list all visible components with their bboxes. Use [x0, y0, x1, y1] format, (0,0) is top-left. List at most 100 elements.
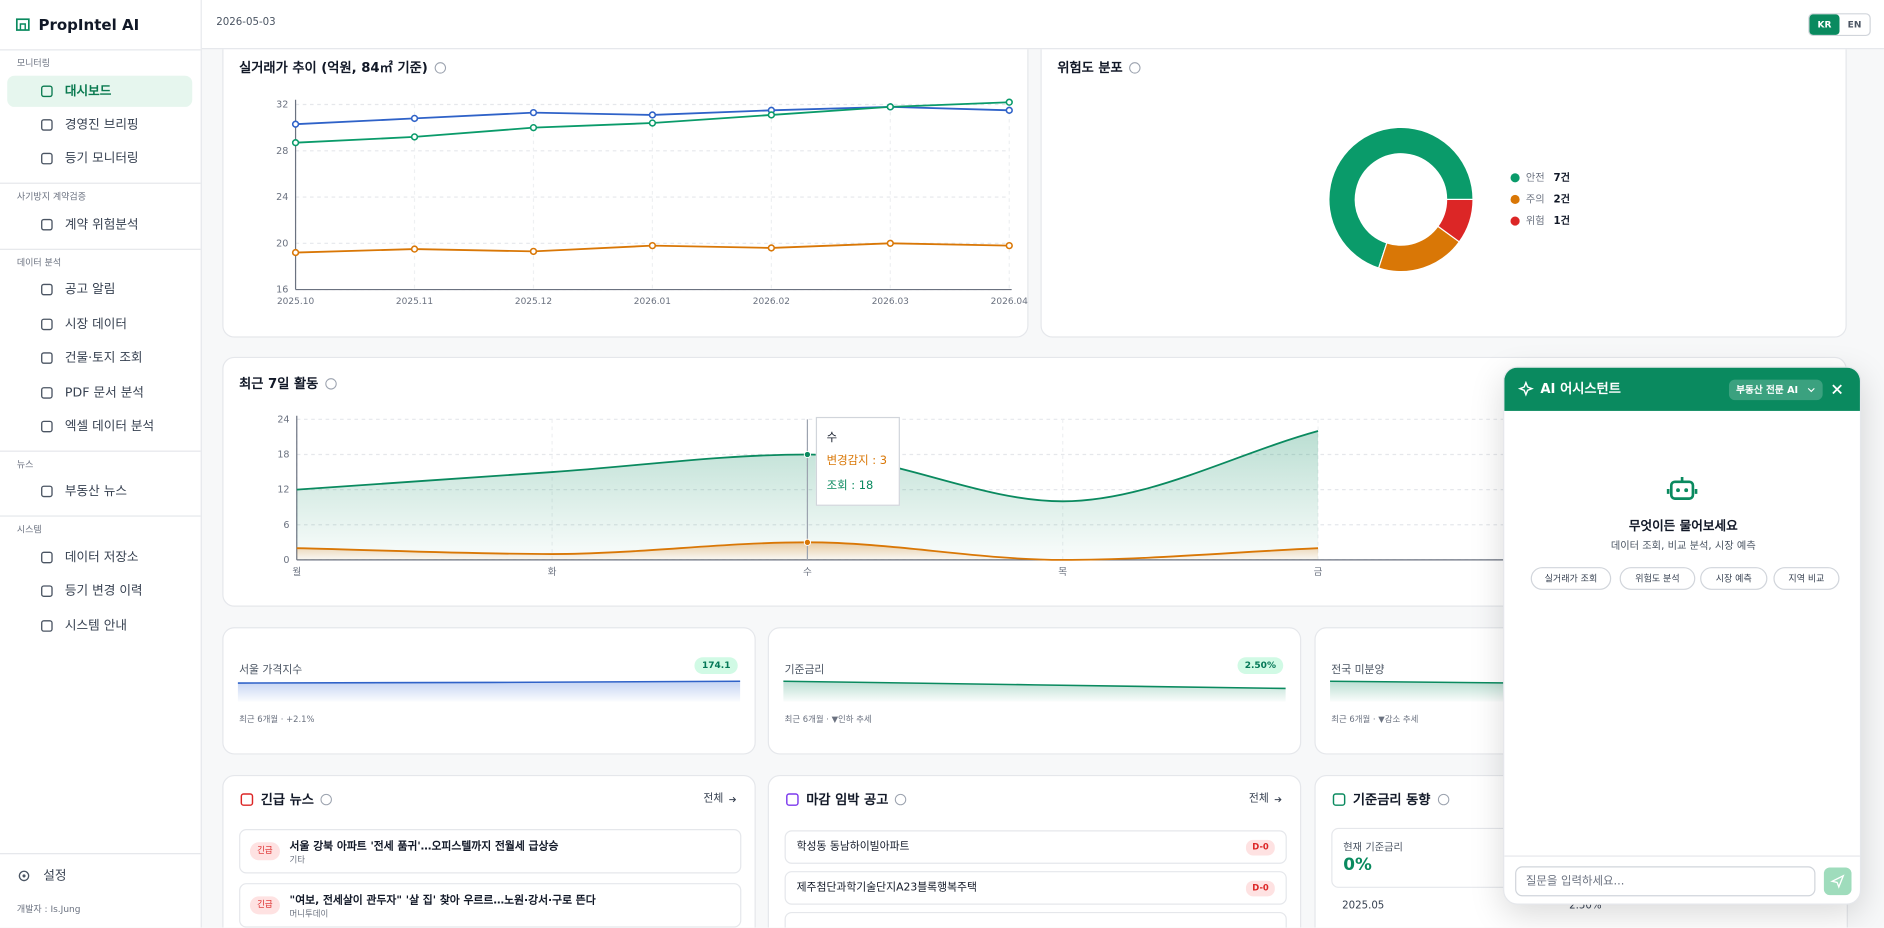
assistant-header: AI 어시스턴트 부동산 전문 AI — [1504, 367, 1860, 411]
mode-selector[interactable]: 부동산 전문 AI — [1728, 379, 1823, 401]
nav-item[interactable]: 공고 알림 — [7, 274, 192, 305]
notice-item — [784, 911, 1287, 928]
card-title: 위험도 분포 — [1057, 60, 1123, 76]
kpi-badge: 2.50% — [1237, 657, 1284, 675]
settings[interactable]: 설정 — [7, 861, 192, 890]
send-button[interactable] — [1823, 867, 1852, 896]
suggestion-chip[interactable]: 시장 예측 — [1700, 567, 1768, 590]
nav-label: 공고 알림 — [64, 282, 116, 298]
news-title: 서울 강북 아파트 '전세 품귀'…오피스텔까지 전월세 급상승 — [289, 841, 559, 854]
kpi-card: 기준금리 2.50% 최근 6개월 · ▼인하 추세 — [767, 627, 1302, 755]
help-icon — [1129, 62, 1141, 74]
card-title: 실거래가 추이 (억원, 84㎡ 기준) — [239, 60, 428, 76]
nav-label: 부동산 뉴스 — [64, 484, 127, 500]
tooltip: 수 변경감지 : 3 조회 : 18 — [815, 416, 900, 506]
close-button[interactable] — [1829, 381, 1846, 398]
group-label: 사기방지 계약검증 — [16, 191, 87, 203]
deadline-badge: D-0 — [1246, 880, 1275, 897]
nav-item[interactable]: 대시보드 — [7, 75, 193, 107]
nav-label: 데이터 저장소 — [64, 550, 139, 565]
help-icon — [1437, 793, 1450, 806]
nav-label: 계약 위험분석 — [64, 217, 139, 232]
view-all-label: 전체 — [1248, 792, 1269, 806]
nav-item[interactable]: 등기 변경 이력 — [7, 576, 192, 607]
robot-icon — [1666, 476, 1698, 500]
icon-part — [240, 793, 254, 806]
card-icon — [786, 793, 799, 806]
nav-icon — [41, 420, 53, 433]
nav-item[interactable]: 부동산 뉴스 — [7, 476, 192, 507]
news-title: "여보, 전세살이 관두자" '살 집' 찾아 우르르…노원·강서·구로 뜬다 — [289, 895, 596, 908]
current-rate-value: 0% — [1343, 855, 1372, 875]
kpi-badge: 174.1 — [694, 657, 738, 675]
news-source: 기타 — [289, 855, 306, 866]
divider — [0, 515, 201, 518]
nav-label: 등기 모니터링 — [64, 151, 139, 167]
suggestion-chip[interactable]: 위험도 분석 — [1619, 567, 1696, 590]
kpi-card: 서울 가격지수 174.1 최근 6개월 · +2.1% — [222, 627, 756, 755]
news-item[interactable]: 긴급 서울 강북 아파트 '전세 품귀'…오피스텔까지 전월세 급상승 기타 — [239, 829, 742, 874]
icon-part — [41, 218, 53, 231]
icon-part — [894, 793, 907, 806]
notice-item[interactable]: 제주첨단과학기술단지A23블록행복주택 D-0 — [784, 871, 1287, 905]
icon-part — [41, 352, 53, 364]
nav-item[interactable]: 경영진 브리핑 — [7, 109, 192, 140]
nav-icon — [41, 619, 53, 632]
input-placeholder: 질문을 입력하세요... — [1525, 874, 1625, 888]
icon-part — [41, 386, 53, 399]
card-icon — [1332, 793, 1346, 806]
assistant-heading: 무엇이든 물어보세요 — [1628, 519, 1738, 534]
suggestion-chip[interactable]: 실거래가 조회 — [1530, 567, 1612, 590]
news-item[interactable]: 긴급 "여보, 전세살이 관두자" '살 집' 찾아 우르르…노원·강서·구로 뜬… — [239, 883, 742, 928]
nav-item[interactable]: 등기 모니터링 — [7, 143, 192, 174]
nav-label: 등기 변경 이력 — [64, 584, 143, 599]
icon-part — [41, 318, 53, 330]
nav-item[interactable]: 시스템 안내 — [7, 610, 192, 641]
language-option[interactable]: EN — [1847, 19, 1862, 31]
view-all[interactable]: 전체 — [1249, 792, 1283, 808]
nav-item[interactable]: PDF 문서 분석 — [7, 377, 192, 408]
notice-name: 학성동 동남하이빌아파트 — [796, 841, 910, 854]
icon-part — [1807, 387, 1815, 393]
nav-label: PDF 문서 분석 — [64, 385, 144, 400]
icon-part — [1830, 874, 1845, 889]
date: 2026-05-03 — [216, 16, 276, 29]
arrow-icon — [1274, 796, 1282, 803]
icon-part — [320, 793, 332, 806]
language-option[interactable]: KR — [1809, 14, 1840, 35]
arrow-icon — [729, 796, 737, 803]
nav-item[interactable]: 엑셀 데이터 분석 — [7, 411, 192, 442]
chat-input[interactable]: 질문을 입력하세요... — [1515, 866, 1816, 897]
assistant-title: AI 어시스턴트 — [1540, 380, 1621, 397]
developer: 개발자 : Is.Jung — [16, 903, 81, 915]
nav-item[interactable]: 데이터 저장소 — [7, 542, 192, 573]
view-all[interactable]: 전체 — [703, 792, 737, 808]
language-toggle: KR EN — [1808, 13, 1871, 37]
suggestion-chip[interactable]: 지역 비교 — [1773, 567, 1840, 590]
icon-part — [22, 874, 26, 878]
nav-item[interactable]: 계약 위험분석 — [7, 209, 192, 240]
icon-part — [41, 619, 53, 632]
group-label: 데이터 분석 — [16, 256, 62, 268]
urgent-tag: 긴급 — [249, 896, 280, 915]
kpi-note: 최근 6개월 · +2.1% — [239, 714, 315, 725]
news-card: 긴급 뉴스 전체 긴급 서울 강북 아파트 '전세 품귀'…오피스텔까지 전월세 급상… — [222, 774, 756, 928]
help-icon — [434, 62, 447, 74]
icon-part — [1332, 793, 1346, 806]
notice-name: 제주첨단과학기술단지A23블록행복주택 — [796, 881, 977, 894]
nav-icon — [41, 486, 53, 498]
nav-item[interactable]: 건물·토지 조회 — [7, 343, 192, 374]
rate-date: 2025.05 — [1342, 899, 1385, 912]
group-label: 시스템 — [16, 524, 42, 536]
chevron-icon — [1807, 387, 1815, 393]
assistant-subtitle: 데이터 조회, 비교 분석, 시장 예측 — [1610, 540, 1756, 553]
notice-item[interactable]: 학성동 동남하이빌아파트 D-0 — [784, 830, 1287, 864]
deadline-badge: D-0 — [1246, 839, 1275, 856]
close-icon — [1832, 384, 1842, 395]
card-title: 긴급 뉴스 — [260, 791, 314, 808]
kpi-label: 서울 가격지수 — [239, 664, 303, 677]
brand: PropIntel AI — [38, 15, 140, 34]
divider — [0, 49, 201, 51]
nav-item[interactable]: 시장 데이터 — [7, 308, 192, 339]
nav-icon — [41, 585, 53, 598]
